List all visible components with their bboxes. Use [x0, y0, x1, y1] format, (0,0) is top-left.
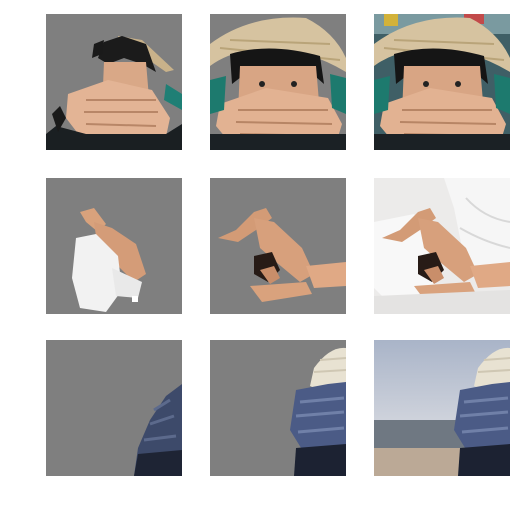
row1-segmented-mask	[46, 14, 182, 150]
row3-original-image	[374, 340, 510, 476]
row3-refined-mask	[210, 340, 346, 476]
row1-refined-mask	[210, 14, 346, 150]
row3-segmented-mask	[46, 340, 182, 476]
row2-refined-mask	[210, 178, 346, 314]
row1-original-image	[374, 14, 510, 150]
row2-original-image	[374, 178, 510, 314]
row2-segmented-mask	[46, 178, 182, 314]
